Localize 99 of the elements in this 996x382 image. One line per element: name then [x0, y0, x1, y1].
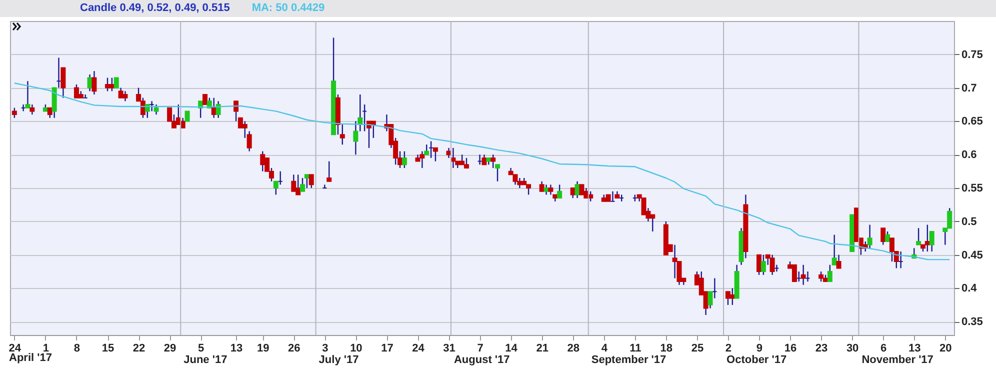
candlestick	[370, 120, 376, 139]
candlestick	[202, 94, 208, 106]
candlestick	[800, 264, 806, 286]
y-tick-label: 0.35	[962, 316, 983, 328]
x-tick-label: 30	[846, 342, 859, 354]
candlestick	[300, 177, 306, 192]
x-tick-label: 23	[815, 342, 828, 354]
x-tick-label: 3	[322, 342, 328, 354]
y-tick-label: 0.75	[962, 48, 983, 61]
ref-line-label: October '17	[726, 354, 787, 366]
candlestick	[92, 70, 97, 96]
candlestick	[482, 154, 487, 166]
candlestick	[211, 97, 216, 118]
candlestick	[304, 174, 310, 189]
candlestick	[47, 107, 52, 118]
candlestick	[557, 184, 562, 199]
candlestick	[725, 290, 730, 306]
candlestick	[885, 230, 890, 242]
candlestick	[760, 254, 766, 276]
x-tick-label: 16	[784, 342, 797, 354]
y-tick-label: 0.65	[962, 116, 983, 128]
y-tick-label: 0.6	[962, 149, 977, 162]
ref-line-label: November '17	[862, 354, 934, 366]
candlestick	[770, 254, 775, 276]
candlestick	[12, 107, 17, 118]
x-tick-label: 24	[412, 342, 426, 354]
x-tick-label: 24	[8, 342, 22, 354]
candlestick	[30, 104, 35, 116]
candlestick	[512, 174, 518, 186]
candlestick	[539, 180, 544, 192]
candlestick	[402, 150, 407, 169]
candlestick	[836, 254, 842, 269]
candlestick	[641, 198, 646, 216]
candlestick	[672, 244, 678, 279]
x-tick-label: 20	[940, 342, 952, 354]
candlestick	[730, 288, 735, 306]
candlestick	[756, 254, 762, 276]
candlestick	[122, 90, 128, 102]
x-tick-label: 6	[880, 342, 887, 354]
candlestick	[260, 150, 266, 172]
candlestick	[118, 87, 124, 98]
candlestick	[291, 174, 296, 192]
x-tick-label: 22	[132, 342, 146, 354]
x-tick-label: 17	[381, 342, 394, 354]
candlestick	[216, 100, 221, 118]
x-tick-label: 21	[536, 342, 548, 354]
x-tick-label: 13	[230, 342, 243, 354]
x-tick-label: 15	[102, 342, 114, 354]
text: MA: 50 0.4429	[252, 2, 325, 14]
candlestick	[326, 160, 332, 182]
x-tick-label: 13	[908, 342, 921, 354]
candlestick	[154, 104, 159, 116]
candlestick	[818, 270, 824, 282]
x-tick-label: 9	[756, 342, 763, 354]
candlestick	[548, 184, 554, 196]
x-tick-label: 19	[256, 342, 270, 354]
candlestick	[114, 77, 119, 88]
chart-title: Candle 0.49, 0.52, 0.49, 0.515	[80, 2, 230, 14]
ref-line-label: July '17	[318, 354, 359, 366]
line-series	[14, 82, 950, 260]
x-tick-label: 2	[725, 342, 732, 354]
x-tick-label: 4	[601, 342, 608, 354]
candlestick	[184, 110, 190, 122]
candlestick	[464, 157, 469, 169]
candlestick	[180, 117, 186, 128]
x-tick-label: 29	[164, 342, 176, 354]
x-tick-label: 31	[443, 342, 456, 354]
ref-line-label: August '17	[454, 354, 510, 366]
x-tick-label: 14	[505, 342, 518, 354]
candlestick	[880, 228, 886, 246]
x-tick-label: 25	[691, 342, 704, 354]
y-tick-label: 0.4	[962, 282, 978, 295]
candlestick	[867, 224, 872, 249]
x-tick-label: 1	[42, 342, 50, 354]
x-tick-label: 10	[350, 342, 362, 354]
y-tick-label: 0.45	[962, 249, 983, 262]
candlestick	[579, 184, 584, 196]
x-tick-label: 28	[567, 342, 580, 354]
x-tick-label: 8	[74, 342, 80, 354]
y-tick-label: 0.7	[962, 82, 977, 94]
x-tick-label: 18	[660, 342, 673, 354]
candlestick	[570, 187, 576, 199]
ref-line-label: September '17	[591, 354, 666, 366]
x-tick-label: 26	[288, 342, 300, 354]
x-tick-label: 5	[198, 342, 204, 354]
candlestick	[109, 77, 114, 92]
x-tick-label: 7	[477, 342, 484, 354]
candlestick	[924, 224, 930, 252]
candlestick	[308, 174, 314, 189]
ref-line-label: June '17	[184, 354, 228, 366]
y-tick-label: 0.55	[962, 182, 983, 195]
y-tick-label: 0.5	[962, 216, 977, 228]
candlestick	[140, 97, 146, 118]
text: April '17	[9, 352, 52, 364]
x-tick-label: 11	[630, 342, 642, 354]
candlestick	[792, 264, 797, 282]
candlestick	[490, 154, 496, 169]
candlestick	[916, 228, 922, 246]
candlestick	[105, 77, 110, 92]
